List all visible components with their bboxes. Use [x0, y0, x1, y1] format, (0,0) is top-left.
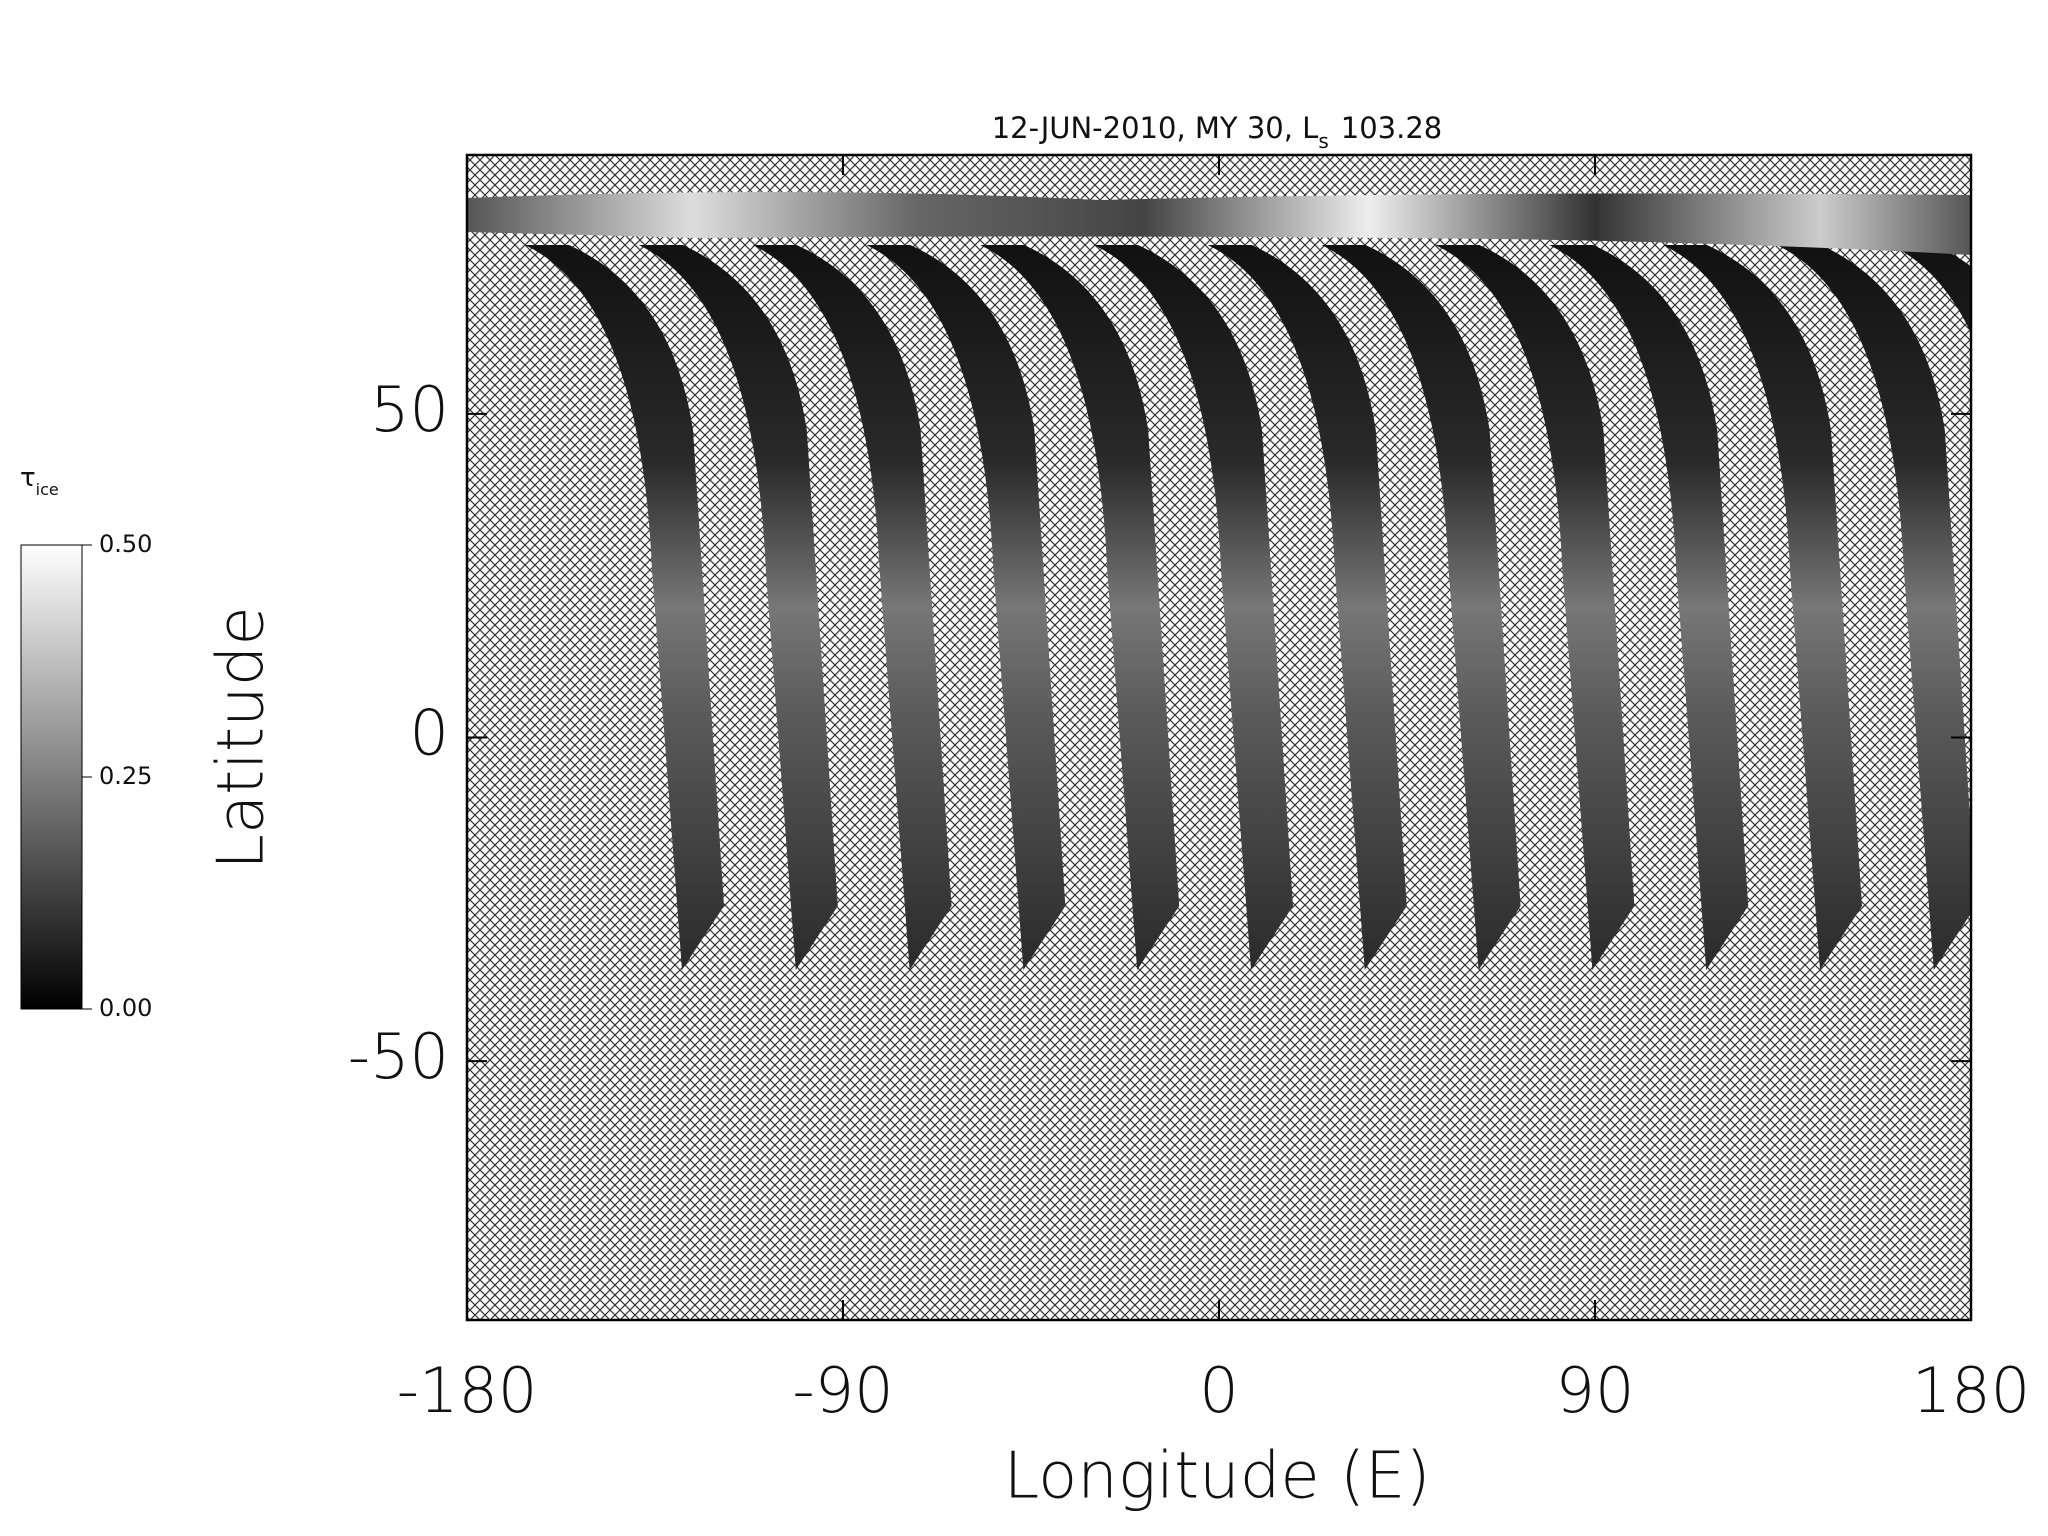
swath: [525, 245, 724, 970]
polar-band: [467, 191, 1971, 255]
swath: [1321, 245, 1521, 970]
swath: [1663, 245, 1862, 970]
swath: [1776, 245, 1971, 970]
y-tick-label: -50: [348, 1020, 449, 1093]
swath: [866, 245, 1066, 970]
colorbar-subscript: ice: [36, 480, 59, 499]
x-axis-label: Longitude (E): [1004, 1440, 1431, 1514]
x-tick-label: 90: [1556, 1354, 1635, 1427]
title-text: 12-JUN-2010, MY 30, L: [992, 111, 1319, 145]
x-tick-label: 180: [1912, 1354, 2030, 1427]
swath: [980, 245, 1180, 970]
swath: [638, 245, 838, 970]
colorbar-tick-label: 0.25: [99, 762, 152, 790]
x-tick-label: -180: [397, 1354, 538, 1427]
swath: [1549, 245, 1749, 970]
x-tick-label: 0: [1199, 1354, 1238, 1427]
swath: [1094, 245, 1293, 970]
colorbar-tick-label: 0.00: [99, 994, 152, 1022]
swath: [1207, 245, 1407, 970]
colorbar: [20, 544, 83, 1010]
chart-title: 12-JUN-2010, MY 30, Ls 103.28: [992, 111, 1443, 153]
y-tick-label: 0: [410, 697, 449, 770]
swath-group: [467, 191, 1971, 970]
x-tick-label: -90: [792, 1354, 893, 1427]
title-subscript: s: [1318, 129, 1328, 153]
swath: [1890, 245, 1971, 334]
y-axis-label: Latitude: [205, 606, 279, 869]
swath: [1435, 245, 1635, 970]
colorbar-label: τice: [20, 463, 59, 499]
colorbar-symbol: τ: [20, 463, 36, 493]
colorbar-tick-label: 0.50: [99, 530, 152, 558]
y-tick-label: 50: [370, 373, 449, 446]
title-value: 103.28: [1341, 111, 1442, 145]
swath: [752, 245, 952, 970]
